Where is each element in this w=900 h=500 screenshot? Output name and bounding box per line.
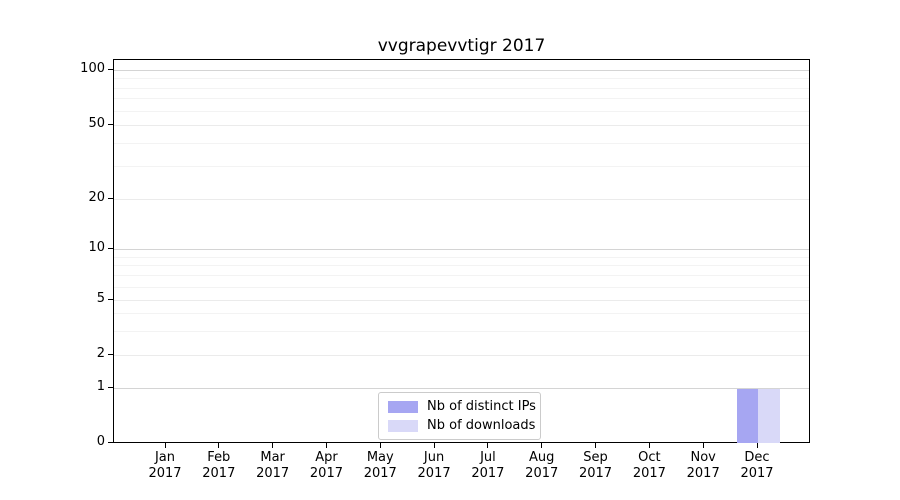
x-tick-month: Jul — [480, 450, 496, 465]
x-axis-tick — [648, 443, 650, 448]
x-tick-month: Dec — [744, 450, 770, 465]
x-tick-label: Mar 2017 — [238, 450, 308, 482]
legend-item: Nb of downloads — [388, 418, 535, 433]
x-axis-tick — [541, 443, 543, 448]
x-tick-label: Apr 2017 — [291, 450, 361, 482]
x-axis-tick — [756, 443, 758, 448]
x-tick-month: Jun — [423, 450, 445, 465]
x-tick-year: 2017 — [525, 466, 559, 481]
x-tick-month: Mar — [260, 450, 285, 465]
minor-gridline — [114, 98, 809, 99]
y-tick-label: 100 — [80, 61, 105, 76]
y-tick-label: 1 — [96, 379, 105, 394]
x-axis-tick — [379, 443, 381, 448]
x-axis-tick — [164, 443, 166, 448]
x-tick-month: May — [366, 450, 394, 465]
x-tick-label: Feb 2017 — [184, 450, 254, 482]
y-tick-label: 5 — [96, 291, 105, 306]
x-tick-year: 2017 — [148, 466, 182, 481]
y-axis-tick — [108, 198, 113, 199]
legend-swatch — [388, 400, 418, 413]
x-tick-label: May 2017 — [345, 450, 415, 482]
x-tick-month: Sep — [583, 450, 608, 465]
x-tick-month: Nov — [690, 450, 716, 465]
y-axis-tick — [108, 442, 113, 443]
minor-gridline — [114, 111, 809, 112]
minor-gridline — [114, 166, 809, 167]
legend-item: Nb of distinct IPs — [388, 399, 536, 414]
plot-area — [113, 59, 810, 443]
x-tick-label: Aug 2017 — [507, 450, 577, 482]
minor-gridline — [114, 331, 809, 332]
minor-gridline — [114, 287, 809, 288]
x-tick-label: Jan 2017 — [130, 450, 200, 482]
x-axis-tick — [702, 443, 704, 448]
y-tick-label: 0 — [96, 434, 105, 449]
x-tick-year: 2017 — [363, 466, 397, 481]
bar-downloads — [758, 389, 780, 443]
x-axis-tick — [272, 443, 274, 448]
x-tick-month: Jan — [154, 450, 176, 465]
minor-gridline — [114, 88, 809, 89]
y-axis-tick — [108, 69, 113, 70]
y-axis-tick — [108, 248, 113, 249]
x-tick-year: 2017 — [471, 466, 505, 481]
major-gridline — [114, 249, 809, 250]
minor-gridline — [114, 275, 809, 276]
x-axis-tick — [325, 443, 327, 448]
y-axis-tick — [108, 299, 113, 300]
y-axis-tick — [108, 387, 113, 388]
x-axis-tick — [595, 443, 597, 448]
x-tick-year: 2017 — [632, 466, 666, 481]
x-tick-year: 2017 — [686, 466, 720, 481]
x-tick-month: Apr — [315, 450, 338, 465]
minor-gridline — [114, 78, 809, 79]
legend-label: Nb of distinct IPs — [427, 399, 536, 414]
x-tick-year: 2017 — [578, 466, 613, 481]
x-tick-month: Aug — [529, 450, 555, 465]
x-tick-label: Dec 2017 — [722, 450, 792, 482]
legend: Nb of distinct IPs Nb of downloads — [378, 392, 541, 440]
x-tick-label: Sep 2017 — [561, 450, 631, 482]
minor-gridline — [114, 257, 809, 258]
x-tick-year: 2017 — [417, 466, 451, 481]
major-gridline — [114, 199, 809, 200]
minor-gridline — [114, 143, 809, 144]
y-axis-tick — [108, 354, 113, 355]
y-tick-label: 50 — [88, 116, 105, 131]
x-axis-tick — [433, 443, 435, 448]
y-tick-label: 2 — [96, 346, 105, 361]
minor-gridline — [114, 265, 809, 266]
major-gridline — [114, 125, 809, 126]
x-axis-tick — [218, 443, 220, 448]
legend-label: Nb of downloads — [427, 418, 536, 433]
major-gridline — [114, 355, 809, 356]
bar-distinct-ips — [736, 389, 758, 443]
x-tick-year: 2017 — [309, 466, 343, 481]
x-tick-month: Oct — [638, 450, 661, 465]
major-gridline — [114, 300, 809, 301]
y-axis-tick — [108, 124, 113, 125]
y-tick-label: 10 — [88, 240, 105, 255]
minor-gridline — [114, 313, 809, 314]
x-tick-label: Jun 2017 — [399, 450, 469, 482]
chart-title: vvgrapevvtigr 2017 — [377, 36, 546, 56]
x-tick-month: Feb — [207, 450, 231, 465]
major-gridline — [114, 70, 809, 71]
major-gridline — [114, 388, 809, 389]
x-tick-year: 2017 — [740, 466, 774, 481]
x-tick-year: 2017 — [256, 466, 290, 481]
legend-swatch — [388, 419, 418, 432]
x-tick-label: Jul 2017 — [453, 450, 523, 482]
x-tick-label: Nov 2017 — [668, 450, 738, 482]
x-tick-label: Oct 2017 — [614, 450, 684, 482]
x-axis-tick — [487, 443, 489, 448]
x-tick-year: 2017 — [202, 466, 236, 481]
y-tick-label: 20 — [88, 190, 105, 205]
